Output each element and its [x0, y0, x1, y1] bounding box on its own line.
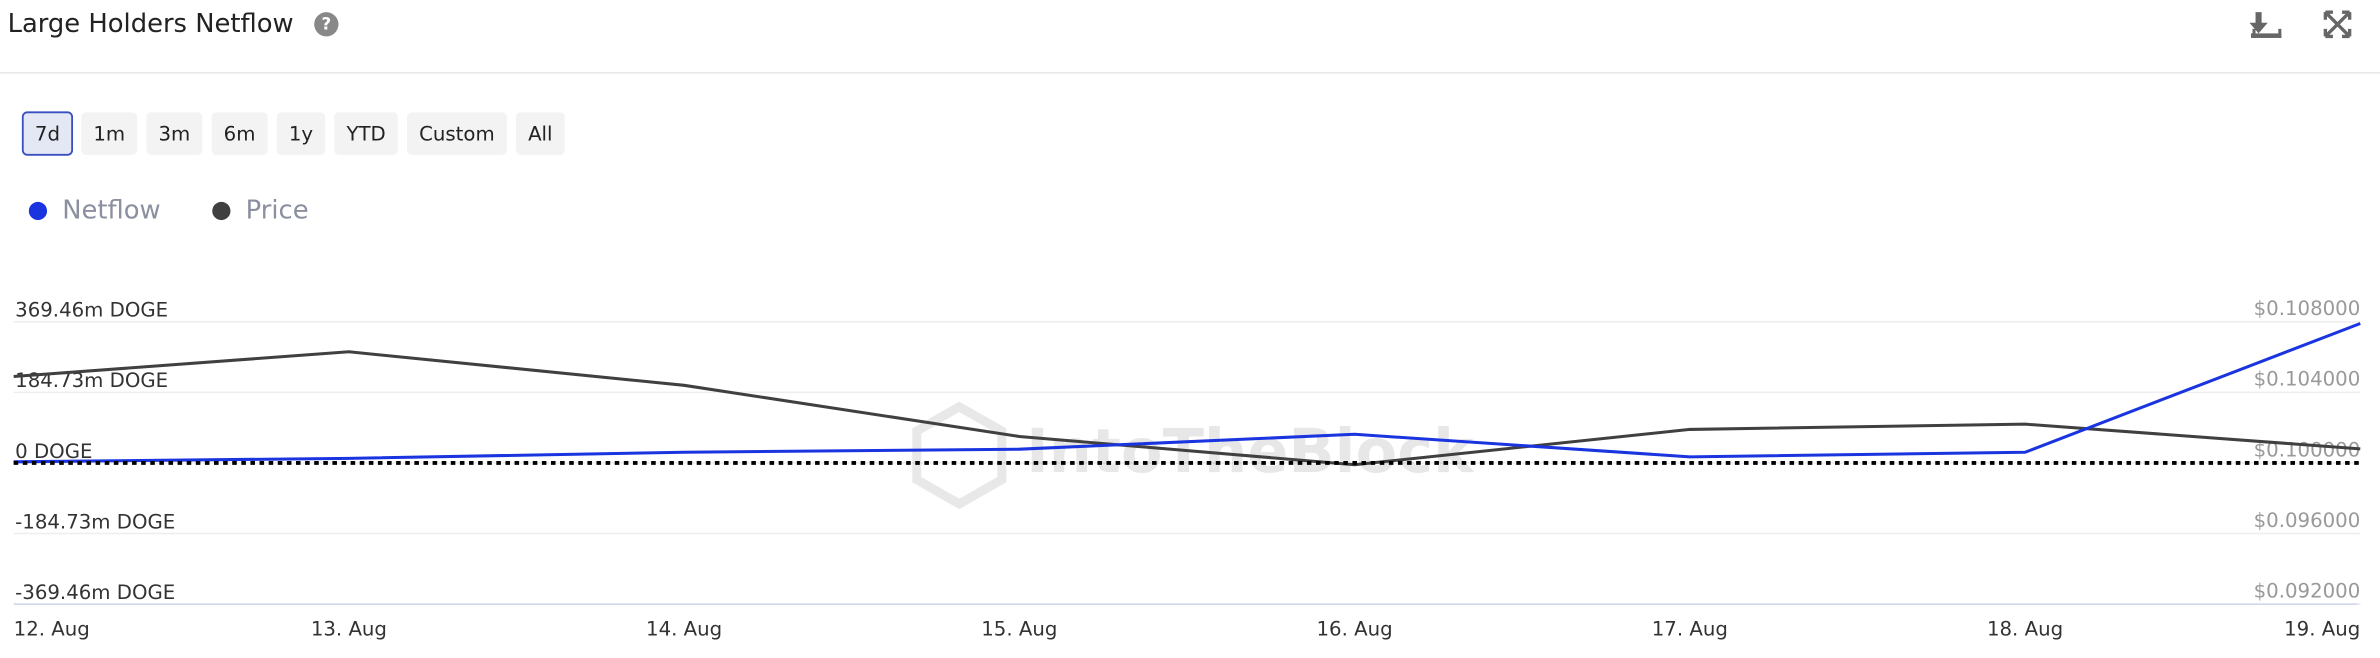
legend-marker[interactable]: [28, 201, 48, 221]
range-button[interactable]: [276, 112, 326, 155]
y-tick-label: -184.73m DOGE: [15, 510, 175, 533]
range-button-label[interactable]: YTD: [345, 123, 385, 146]
x-tick-label: 17. Aug: [1652, 617, 1728, 640]
range-button[interactable]: [515, 112, 565, 155]
range-button[interactable]: [81, 112, 138, 155]
range-button[interactable]: [334, 112, 398, 155]
x-tick-label: 12. Aug: [14, 617, 90, 640]
range-button[interactable]: [406, 112, 507, 155]
x-tick-label: 19. Aug: [2284, 617, 2360, 640]
range-button[interactable]: [21, 111, 74, 156]
x-tick-label: 18. Aug: [1987, 617, 2063, 640]
range-button[interactable]: [211, 112, 268, 155]
range-button[interactable]: [146, 112, 203, 155]
legend-label[interactable]: Netflow: [62, 195, 160, 225]
download-icon[interactable]: [2249, 12, 2282, 38]
chart-title: Large Holders Netflow: [8, 9, 294, 39]
svg-text:?: ?: [321, 15, 331, 34]
x-tick-label: 14. Aug: [646, 617, 722, 640]
x-tick-label: 16. Aug: [1317, 617, 1393, 640]
watermark-group: IntoTheBlock: [912, 401, 1475, 510]
range-button-label[interactable]: 1m: [93, 123, 125, 146]
range-button-label[interactable]: 7d: [35, 123, 60, 146]
x-tick-label: 13. Aug: [311, 617, 387, 640]
y-tick-label: -369.46m DOGE: [15, 581, 175, 604]
range-button-label[interactable]: 6m: [224, 123, 256, 146]
series-line: [13, 322, 2361, 464]
y2-tick-label: $0.104000: [2254, 368, 2361, 391]
y2-tick-label: $0.092000: [2254, 579, 2361, 602]
range-button-label[interactable]: 1y: [289, 123, 314, 146]
y-tick-label: 369.46m DOGE: [15, 299, 168, 322]
y-tick-label: 184.73m DOGE: [15, 369, 168, 392]
y2-tick-label: $0.108000: [2254, 297, 2361, 320]
legend-marker[interactable]: [212, 201, 231, 221]
x-tick-label: 15. Aug: [981, 617, 1057, 640]
help-icon[interactable]: ?: [314, 12, 339, 37]
fullscreen-icon[interactable]: [2323, 10, 2352, 39]
y-tick-label: 0 DOGE: [15, 440, 92, 463]
watermark: IntoTheBlock: [1026, 417, 1475, 487]
series-line: [13, 350, 2361, 467]
range-button-label[interactable]: Custom: [419, 123, 495, 146]
y2-tick-label: $0.096000: [2254, 509, 2361, 532]
range-button-label[interactable]: 3m: [159, 123, 191, 146]
range-button-label[interactable]: All: [528, 123, 552, 146]
legend-label[interactable]: Price: [246, 195, 309, 225]
